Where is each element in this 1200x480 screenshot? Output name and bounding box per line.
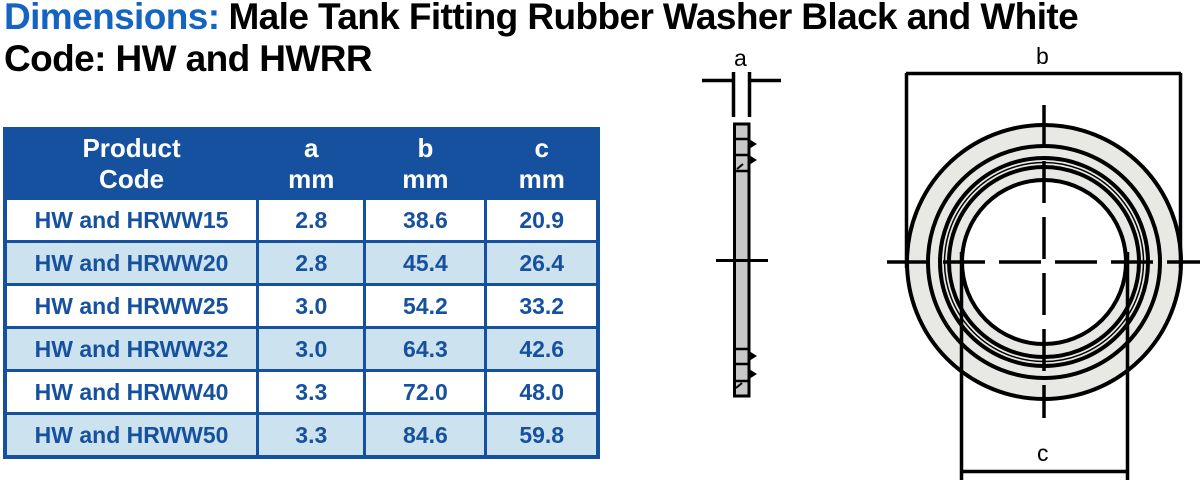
cell-b: 64.3 <box>363 326 488 372</box>
dimension-b-label: b <box>1036 43 1049 69</box>
header-c-mm: c mm <box>484 127 600 200</box>
title-product-name: Male Tank Fitting Rubber Washer Black an… <box>228 0 1079 37</box>
cell-a: 3.0 <box>256 283 367 329</box>
cell-a: 3.3 <box>256 412 367 459</box>
side-view-diagram: a <box>702 45 781 398</box>
washer-front-fill <box>907 125 1181 399</box>
cell-b: 84.6 <box>363 412 488 459</box>
header-text: b <box>417 133 434 164</box>
page-title: Dimensions: Male Tank Fitting Rubber Wash… <box>4 0 1079 80</box>
cell-c: 42.6 <box>484 326 600 372</box>
dimension-a-label: a <box>734 45 747 71</box>
cell-b: 45.4 <box>363 240 488 286</box>
cell-b: 72.0 <box>363 369 488 415</box>
header-a-mm: a mm <box>256 127 367 200</box>
cell-b: 54.2 <box>363 283 488 329</box>
cell-a: 3.3 <box>256 369 367 415</box>
header-product-code: Product Code <box>3 127 260 200</box>
cell-product-code: HW and HRWW32 <box>3 326 260 372</box>
title-dimensions-label: Dimensions: <box>4 0 220 37</box>
dimension-c: c <box>959 252 1130 480</box>
cell-a: 2.8 <box>256 197 367 243</box>
cell-product-code: HW and HRWW25 <box>3 283 260 329</box>
table-header: Product Code a mm b mm c mm <box>3 127 600 200</box>
dimension-c-label: c <box>1037 440 1049 466</box>
technical-drawings: a <box>702 43 1200 480</box>
dimension-b: b <box>904 43 1183 268</box>
table-row: HW and HRWW15 2.8 38.6 20.9 <box>3 197 600 243</box>
title-line-2: Code: HW and HWRR <box>4 37 373 79</box>
title-line-1: Dimensions: Male Tank Fitting Rubber Wash… <box>4 0 1079 38</box>
cell-a: 3.0 <box>256 326 367 372</box>
front-view-diagram: b c <box>887 43 1200 480</box>
side-ridges-top <box>734 137 757 173</box>
dimensions-table: Product Code a mm b mm c mm <box>3 127 600 459</box>
header-b-mm: b mm <box>363 127 488 200</box>
cell-b: 38.6 <box>363 197 488 243</box>
cell-c: 26.4 <box>484 240 600 286</box>
dimensions-table-container: Product Code a mm b mm c mm <box>3 127 600 459</box>
cell-product-code: HW and HRWW15 <box>3 197 260 243</box>
header-text: Product <box>82 133 181 164</box>
header-text: mm <box>518 164 565 194</box>
header-text: c <box>534 133 549 164</box>
header-text: Code <box>99 164 165 194</box>
table-body: HW and HRWW15 2.8 38.6 20.9 HW and HRWW2… <box>3 197 600 459</box>
cell-product-code: HW and HRWW50 <box>3 412 260 459</box>
side-ridges-bottom <box>734 347 757 389</box>
header-text: mm <box>402 164 449 194</box>
cell-c: 20.9 <box>484 197 600 243</box>
cell-c: 33.2 <box>484 283 600 329</box>
cell-c: 48.0 <box>484 369 600 415</box>
table-header-row: Product Code a mm b mm c mm <box>3 127 600 200</box>
table-row: HW and HRWW40 3.3 72.0 48.0 <box>3 369 600 415</box>
cell-a: 2.8 <box>256 240 367 286</box>
cell-product-code: HW and HRWW40 <box>3 369 260 415</box>
table-row: HW and HRWW32 3.0 64.3 42.6 <box>3 326 600 372</box>
table-row: HW and HRWW20 2.8 45.4 26.4 <box>3 240 600 286</box>
cell-product-code: HW and HRWW20 <box>3 240 260 286</box>
cell-c: 59.8 <box>484 412 600 459</box>
table-row: HW and HRWW25 3.0 54.2 33.2 <box>3 283 600 329</box>
table-row: HW and HRWW50 3.3 84.6 59.8 <box>3 412 600 459</box>
header-text: a <box>304 133 319 164</box>
header-text: mm <box>288 164 335 194</box>
